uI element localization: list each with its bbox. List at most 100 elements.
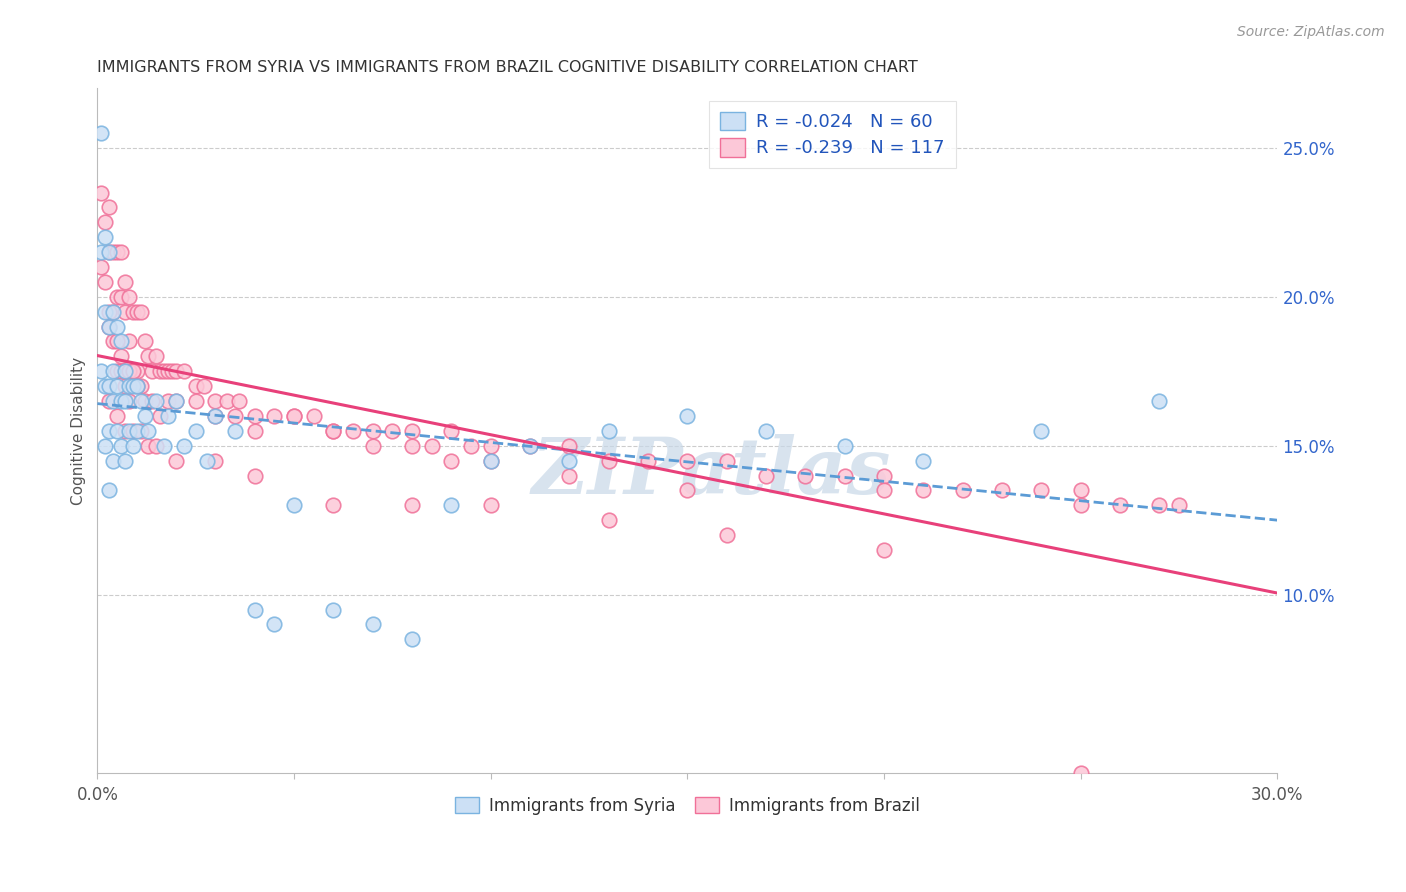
Point — [134, 409, 156, 423]
Point — [519, 439, 541, 453]
Point — [121, 379, 143, 393]
Legend: Immigrants from Syria, Immigrants from Brazil: Immigrants from Syria, Immigrants from B… — [447, 789, 928, 823]
Point — [157, 409, 180, 423]
Point — [121, 364, 143, 378]
Point — [440, 499, 463, 513]
Point — [204, 394, 226, 409]
Point — [165, 364, 187, 378]
Point — [145, 350, 167, 364]
Point — [302, 409, 325, 423]
Point — [90, 126, 112, 140]
Point — [1070, 499, 1092, 513]
Point — [440, 424, 463, 438]
Point — [98, 394, 121, 409]
Point — [138, 350, 160, 364]
Point — [676, 409, 699, 423]
Point — [94, 215, 117, 229]
Point — [118, 379, 141, 393]
Point — [716, 453, 738, 467]
Point — [834, 468, 856, 483]
Point — [101, 304, 124, 318]
Point — [283, 499, 305, 513]
Point — [322, 424, 344, 438]
Point — [873, 543, 896, 558]
Point — [153, 439, 176, 453]
Point — [98, 319, 121, 334]
Point — [243, 602, 266, 616]
Point — [121, 439, 143, 453]
Point — [121, 424, 143, 438]
Point — [401, 424, 423, 438]
Point — [118, 394, 141, 409]
Point — [94, 275, 117, 289]
Point — [160, 364, 183, 378]
Point — [479, 453, 502, 467]
Point — [217, 394, 239, 409]
Point — [598, 513, 620, 527]
Point — [558, 468, 581, 483]
Point — [110, 364, 132, 378]
Point — [479, 453, 502, 467]
Point — [243, 409, 266, 423]
Point — [105, 334, 128, 349]
Point — [1149, 499, 1171, 513]
Point — [129, 379, 152, 393]
Point — [129, 304, 152, 318]
Point — [98, 201, 121, 215]
Point — [134, 394, 156, 409]
Point — [165, 394, 187, 409]
Point — [1031, 424, 1053, 438]
Point — [114, 275, 136, 289]
Point — [90, 186, 112, 200]
Point — [991, 483, 1014, 498]
Point — [94, 379, 117, 393]
Point — [98, 245, 121, 260]
Point — [145, 394, 167, 409]
Point — [322, 602, 344, 616]
Point — [101, 245, 124, 260]
Point — [952, 483, 974, 498]
Point — [912, 453, 935, 467]
Point — [558, 453, 581, 467]
Point — [873, 483, 896, 498]
Point — [1168, 499, 1191, 513]
Point — [1149, 394, 1171, 409]
Point — [401, 499, 423, 513]
Point — [110, 334, 132, 349]
Point — [342, 424, 364, 438]
Point — [125, 304, 148, 318]
Point — [90, 364, 112, 378]
Point — [243, 424, 266, 438]
Point — [361, 617, 384, 632]
Point — [637, 453, 659, 467]
Point — [118, 290, 141, 304]
Point — [149, 364, 172, 378]
Point — [110, 350, 132, 364]
Point — [98, 304, 121, 318]
Point — [121, 364, 143, 378]
Point — [114, 364, 136, 378]
Point — [834, 439, 856, 453]
Point — [401, 439, 423, 453]
Point — [361, 424, 384, 438]
Point — [1109, 499, 1132, 513]
Point — [149, 409, 172, 423]
Point — [243, 468, 266, 483]
Point — [755, 424, 778, 438]
Point — [114, 379, 136, 393]
Point — [105, 290, 128, 304]
Point — [105, 319, 128, 334]
Point — [263, 617, 285, 632]
Point — [184, 424, 207, 438]
Point — [121, 304, 143, 318]
Point — [101, 304, 124, 318]
Point — [125, 364, 148, 378]
Point — [322, 424, 344, 438]
Point — [184, 394, 207, 409]
Point — [598, 424, 620, 438]
Point — [361, 439, 384, 453]
Point — [105, 409, 128, 423]
Point — [381, 424, 404, 438]
Point — [118, 364, 141, 378]
Point — [90, 260, 112, 274]
